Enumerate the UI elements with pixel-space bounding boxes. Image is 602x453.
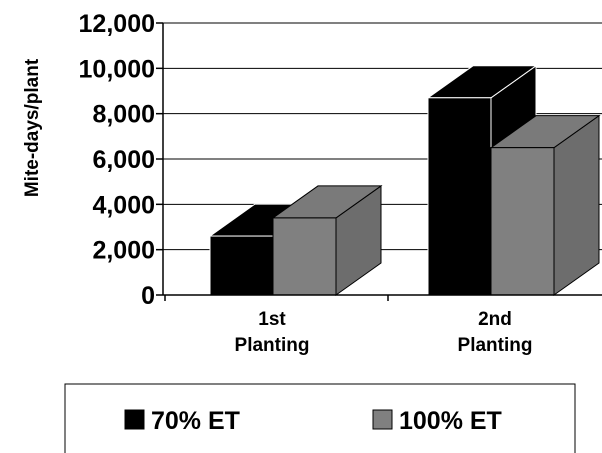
bar-front-face — [272, 217, 337, 296]
legend: 70% ET 100% ET — [64, 383, 576, 453]
legend-swatch-70-et — [124, 409, 145, 430]
bars — [208, 64, 601, 296]
legend-label-100-et: 100% ET — [399, 407, 502, 435]
legend-swatch-100-et — [372, 409, 393, 430]
y-tick-label: 6,000 — [92, 146, 155, 174]
legend-box — [64, 383, 576, 453]
bar-2-series-2 — [489, 114, 601, 296]
bar-front-face — [209, 235, 274, 296]
bar-front-face — [427, 97, 492, 296]
y-axis-title: Mite-days/plant — [22, 58, 43, 197]
y-tick-label: 2,000 — [92, 237, 155, 265]
x-category-label: Planting — [458, 335, 533, 356]
y-tick-label: 4,000 — [92, 191, 155, 219]
x-axis-category-labels: 1st Planting 2nd Planting — [164, 295, 533, 356]
y-tick-label: 10,000 — [79, 55, 155, 83]
x-category-label: 2nd — [478, 309, 512, 330]
bar-front-face — [490, 147, 555, 296]
y-tick-label: 12,000 — [79, 10, 155, 38]
x-category-label: Planting — [235, 335, 310, 356]
y-axis-ticks: 0 2,000 4,000 6,000 8,000 10,000 12,000 — [79, 10, 163, 310]
y-tick-label: 8,000 — [92, 101, 155, 129]
bar-1-series-2 — [271, 184, 383, 296]
x-category-label: 1st — [258, 309, 286, 330]
y-tick-label: 0 — [141, 282, 155, 310]
legend-label-70-et: 70% ET — [151, 407, 240, 435]
